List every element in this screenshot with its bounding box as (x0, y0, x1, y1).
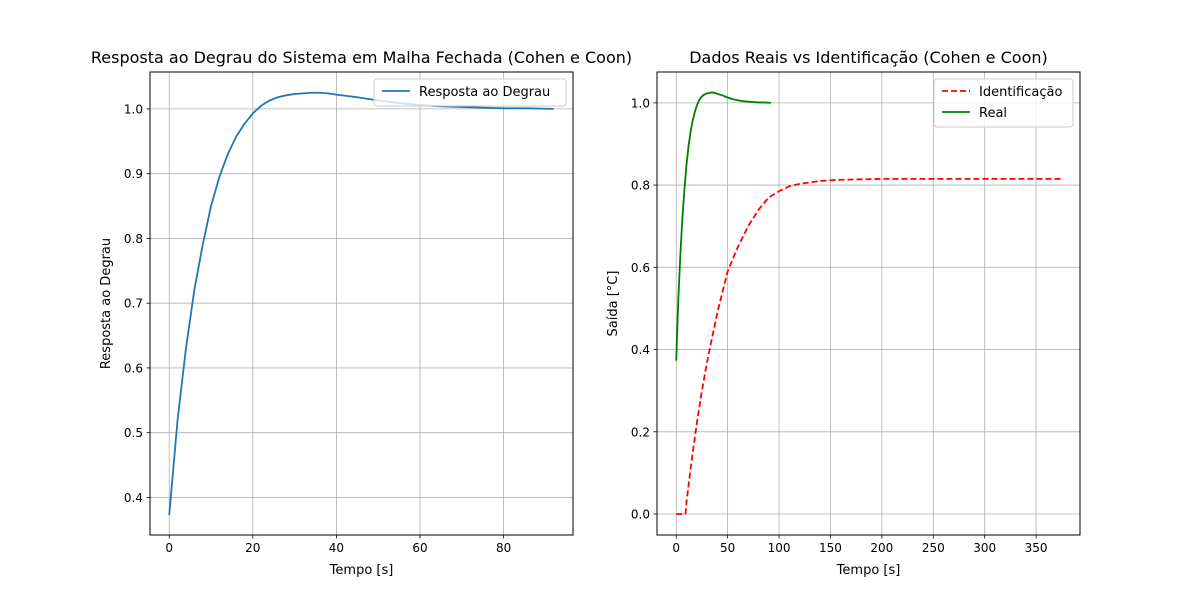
legend-label: Identificação (979, 85, 1062, 100)
x-tick-label: 350 (1025, 541, 1048, 555)
chart-title-left: Resposta ao Degrau do Sistema em Malha F… (91, 48, 632, 67)
x-tick-label: 40 (329, 541, 344, 555)
ticks-right: 0 50 100 150 200 250 300 350 0.0 0.2 0.4 0.6 0.8 1.0 (631, 96, 1048, 555)
y-tick-label: 0.5 (124, 426, 143, 440)
grid-left (150, 72, 573, 535)
x-tick-label: 50 (720, 541, 735, 555)
y-tick-label: 0.0 (631, 508, 650, 522)
series-line-real (675, 91, 771, 361)
ticks-left: 0 20 40 60 80 0.4 0.5 0.6 0.7 0.8 0.9 1.0 (124, 102, 511, 555)
x-tick-label: 80 (496, 541, 511, 555)
series-line-identificação (676, 178, 1062, 515)
x-tick-label: 150 (819, 541, 842, 555)
x-axis-label-right: Tempo [s] (836, 563, 901, 578)
y-tick-label: 0.9 (124, 167, 143, 181)
legend-label: Real (979, 106, 1007, 121)
legend-right: Identificação Real (933, 78, 1074, 128)
x-tick-label: 60 (412, 541, 427, 555)
axes-frame-right (656, 71, 1081, 536)
chart-left: 0 20 40 60 80 0.4 0.5 0.6 0.7 0.8 0.9 1.0 Resposta … (91, 48, 632, 578)
legend-box (373, 78, 567, 107)
legend-box (933, 78, 1074, 128)
x-tick-label: 200 (870, 541, 893, 555)
y-tick-label: 0.6 (631, 261, 650, 275)
y-tick-label: 0.2 (631, 425, 650, 439)
y-axis-label-right: Saída [°C] (606, 271, 621, 337)
chart-title-right: Dados Reais vs Identificação (Cohen e Co… (689, 48, 1048, 67)
y-tick-label: 0.8 (631, 179, 650, 193)
legend-label: Resposta ao Degrau (419, 85, 550, 100)
y-tick-label: 0.6 (124, 361, 143, 375)
x-axis-label-left: Tempo [s] (329, 563, 394, 578)
chart-right: 0 50 100 150 200 250 300 3500.00.20.40.60.81.0 … (606, 48, 1081, 578)
y-tick-label: 0.4 (631, 343, 650, 357)
x-tick-label: 100 (768, 541, 791, 555)
x-tick-label: 0 (672, 541, 680, 555)
y-tick-label: 0.4 (124, 491, 143, 505)
y-tick-label: 0.7 (124, 297, 143, 311)
x-tick-label: 250 (922, 541, 945, 555)
series-right (675, 91, 1062, 515)
y-tick-label: 1.0 (124, 102, 143, 116)
y-axis-label-left: Resposta ao Degrau (99, 238, 114, 369)
x-tick-label: 20 (245, 541, 260, 555)
y-tick-label: 0.8 (124, 232, 143, 246)
legend-left: Resposta ao Degrau (373, 78, 567, 107)
x-tick-label: 0 (165, 541, 173, 555)
x-tick-label: 300 (973, 541, 996, 555)
y-tick-label: 1.0 (631, 96, 650, 110)
